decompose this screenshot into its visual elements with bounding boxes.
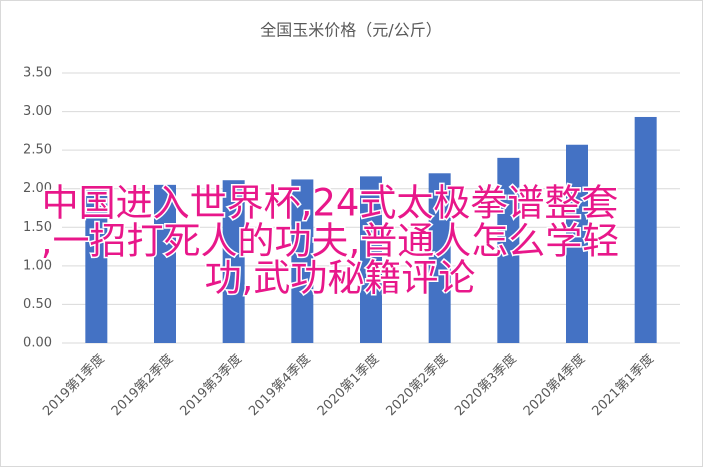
overlay-text: 功,武功秘籍评论 <box>205 257 476 300</box>
y-tick-label: 0.50 <box>23 297 52 312</box>
bar <box>634 116 657 343</box>
bar <box>222 180 245 343</box>
y-tick-label: 2.50 <box>23 143 52 158</box>
y-tick-label: 1.00 <box>23 258 52 273</box>
bar <box>566 144 588 343</box>
y-tick-label: 3.50 <box>23 66 52 81</box>
bar <box>154 184 176 343</box>
bar <box>428 173 451 343</box>
y-tick-label: 2.00 <box>23 181 52 196</box>
bar <box>85 184 108 343</box>
y-tick-label: 3.00 <box>23 104 52 119</box>
chart-title: 全国玉米价格（元/公斤） <box>260 21 441 40</box>
bar <box>291 179 314 343</box>
bar <box>497 157 520 343</box>
overlay-text: ,一招打死人的功夫,普通人怎么学轻 <box>41 220 620 263</box>
y-tick-label: 1.50 <box>23 220 52 235</box>
y-tick-label: 0.00 <box>23 336 52 351</box>
overlay-text: 中国进入世界杯,24式太极拳谱整套 <box>42 182 619 225</box>
bar <box>360 176 382 343</box>
